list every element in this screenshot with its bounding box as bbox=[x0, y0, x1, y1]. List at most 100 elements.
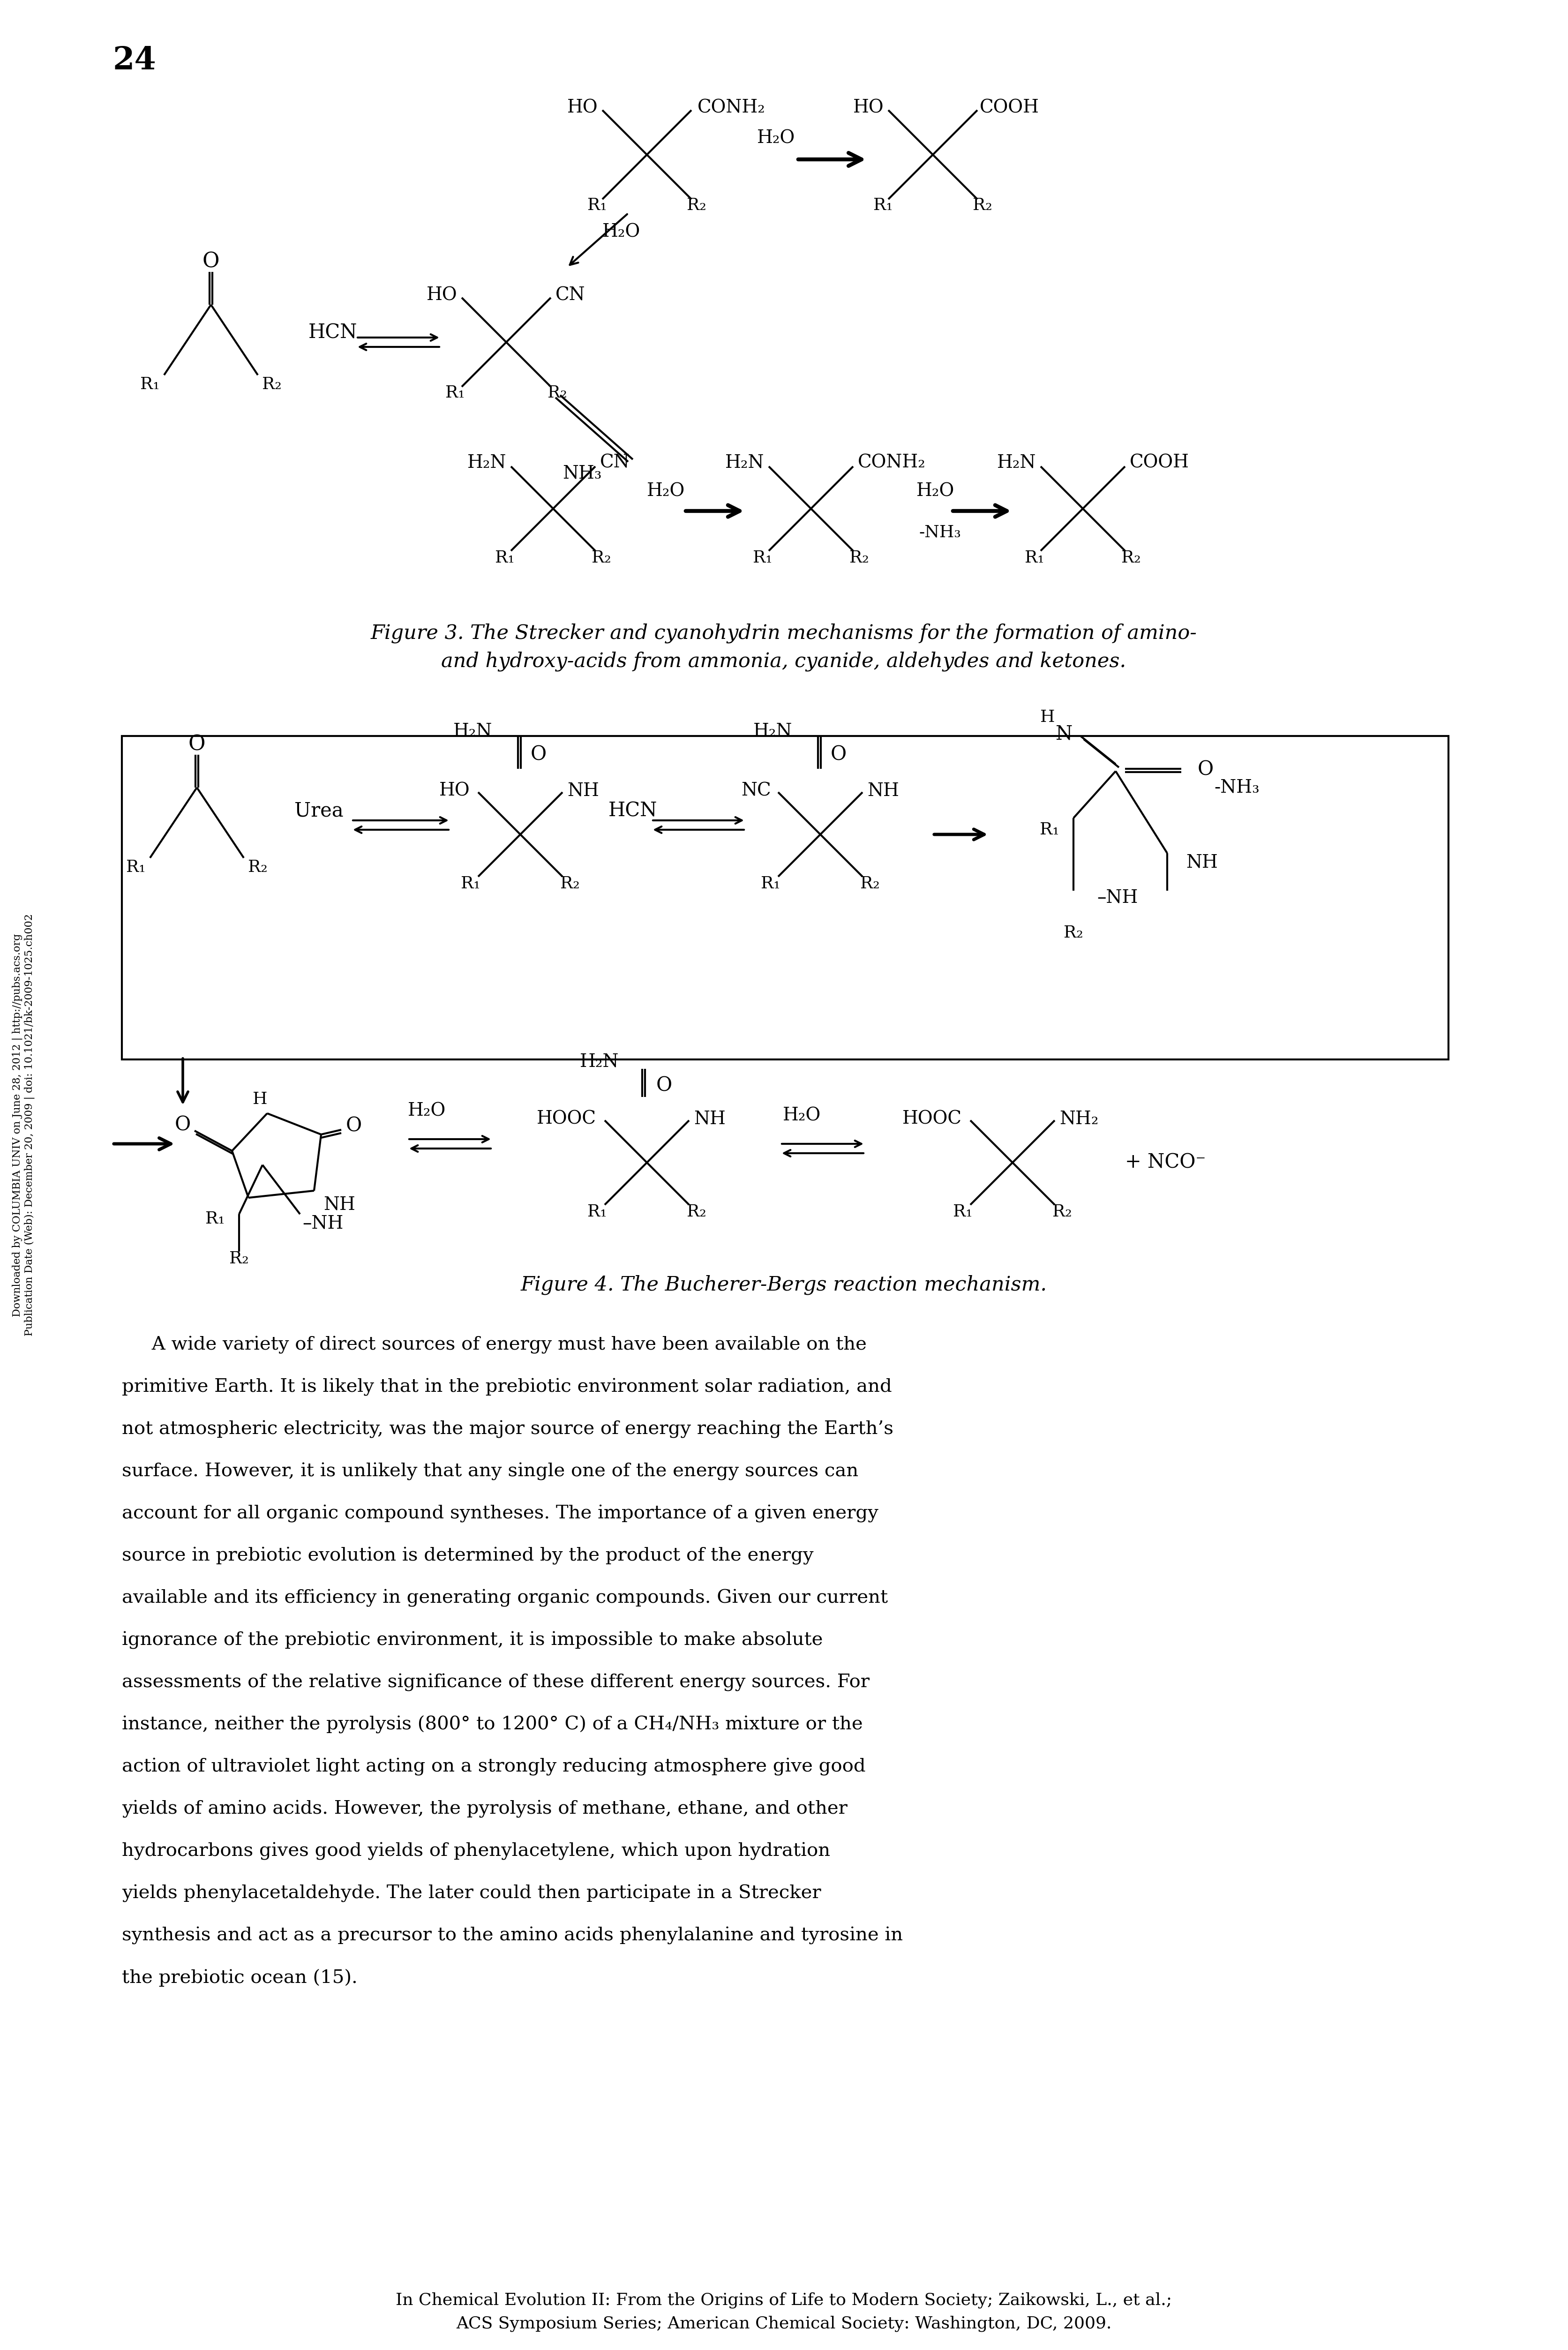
Text: synthesis and act as a precursor to the amino acids phenylalanine and tyrosine i: synthesis and act as a precursor to the … bbox=[122, 1927, 903, 1943]
Text: surface. However, it is unlikely that any single one of the energy sources can: surface. However, it is unlikely that an… bbox=[122, 1462, 858, 1480]
Text: O: O bbox=[174, 1116, 191, 1135]
Text: R₂: R₂ bbox=[687, 197, 706, 214]
Text: instance, neither the pyrolysis (800° to 1200° C) of a CH₄/NH₃ mixture or the: instance, neither the pyrolysis (800° to… bbox=[122, 1715, 862, 1734]
Text: O: O bbox=[657, 1076, 673, 1095]
Text: 24: 24 bbox=[113, 45, 155, 75]
Text: NH: NH bbox=[323, 1196, 356, 1213]
Text: R₁: R₁ bbox=[205, 1210, 224, 1227]
Text: R₂: R₂ bbox=[547, 385, 568, 402]
Text: H: H bbox=[1040, 710, 1055, 726]
Text: Figure 3. The Strecker and cyanohydrin mechanisms for the formation of amino-: Figure 3. The Strecker and cyanohydrin m… bbox=[370, 623, 1196, 644]
Text: R₂: R₂ bbox=[1063, 926, 1083, 940]
Text: NH: NH bbox=[568, 783, 599, 799]
Text: R₁: R₁ bbox=[953, 1203, 972, 1220]
Text: R₁: R₁ bbox=[461, 877, 480, 891]
Text: ACS Symposium Series; American Chemical Society: Washington, DC, 2009.: ACS Symposium Series; American Chemical … bbox=[456, 2315, 1112, 2331]
Text: R₁: R₁ bbox=[588, 197, 607, 214]
Text: HO: HO bbox=[426, 287, 456, 303]
Text: O: O bbox=[202, 251, 220, 273]
Text: CN: CN bbox=[601, 454, 630, 472]
Text: source in prebiotic evolution is determined by the product of the energy: source in prebiotic evolution is determi… bbox=[122, 1546, 814, 1565]
Text: the prebiotic ocean (15).: the prebiotic ocean (15). bbox=[122, 1969, 358, 1986]
Text: H₂O: H₂O bbox=[602, 223, 640, 240]
Text: O: O bbox=[188, 733, 205, 754]
Text: R₁: R₁ bbox=[125, 860, 146, 874]
Text: HOOC: HOOC bbox=[902, 1109, 961, 1128]
Text: H₂O: H₂O bbox=[782, 1107, 822, 1123]
Text: HOOC: HOOC bbox=[536, 1109, 596, 1128]
Text: R₂: R₂ bbox=[687, 1203, 706, 1220]
Text: R₁: R₁ bbox=[753, 550, 773, 566]
Text: CONH₂: CONH₂ bbox=[858, 454, 925, 472]
Text: R₂: R₂ bbox=[248, 860, 268, 874]
Text: yields of amino acids. However, the pyrolysis of methane, ethane, and other: yields of amino acids. However, the pyro… bbox=[122, 1800, 847, 1819]
Text: O: O bbox=[530, 745, 547, 764]
Text: H₂N: H₂N bbox=[453, 724, 492, 740]
Text: action of ultraviolet light acting on a strongly reducing atmosphere give good: action of ultraviolet light acting on a … bbox=[122, 1758, 866, 1777]
Text: + NCO⁻: + NCO⁻ bbox=[1124, 1154, 1206, 1173]
Text: R₁: R₁ bbox=[1025, 550, 1044, 566]
Text: and hydroxy-acids from ammonia, cyanide, aldehydes and ketones.: and hydroxy-acids from ammonia, cyanide,… bbox=[441, 651, 1126, 672]
Text: available and its efficiency in generating organic compounds. Given our current: available and its efficiency in generati… bbox=[122, 1589, 887, 1607]
Text: H₂N: H₂N bbox=[997, 454, 1036, 472]
Text: CN: CN bbox=[555, 287, 585, 303]
Text: –NH: –NH bbox=[303, 1215, 343, 1231]
Text: H₂N: H₂N bbox=[467, 454, 506, 472]
Text: -NH₃: -NH₃ bbox=[919, 524, 961, 541]
Text: HO: HO bbox=[568, 99, 597, 118]
Text: R₁: R₁ bbox=[873, 197, 894, 214]
Text: N: N bbox=[1055, 724, 1073, 743]
Text: R₂: R₂ bbox=[1052, 1203, 1073, 1220]
Text: Figure 4. The Bucherer-Bergs reaction mechanism.: Figure 4. The Bucherer-Bergs reaction me… bbox=[521, 1276, 1047, 1295]
Text: R₂: R₂ bbox=[560, 877, 580, 891]
Text: Urea: Urea bbox=[295, 801, 343, 820]
Text: R₁: R₁ bbox=[140, 376, 160, 392]
Text: NC: NC bbox=[742, 783, 771, 799]
Text: O: O bbox=[347, 1116, 362, 1135]
Text: HO: HO bbox=[853, 99, 884, 118]
Text: NH: NH bbox=[1185, 853, 1218, 872]
Text: COOH: COOH bbox=[1129, 454, 1189, 472]
Text: R₂: R₂ bbox=[850, 550, 869, 566]
Text: HCN: HCN bbox=[608, 801, 657, 820]
Text: R₂: R₂ bbox=[861, 877, 880, 891]
Text: account for all organic compound syntheses. The importance of a given energy: account for all organic compound synthes… bbox=[122, 1504, 878, 1523]
Text: CONH₂: CONH₂ bbox=[698, 99, 765, 118]
Text: R₁: R₁ bbox=[495, 550, 514, 566]
Text: COOH: COOH bbox=[980, 99, 1040, 118]
Bar bbox=[122, 736, 1449, 1060]
Text: R₁: R₁ bbox=[588, 1203, 607, 1220]
Text: NH: NH bbox=[693, 1109, 726, 1128]
Text: A wide variety of direct sources of energy must have been available on the: A wide variety of direct sources of ener… bbox=[122, 1337, 867, 1354]
Text: H₂O: H₂O bbox=[916, 482, 955, 501]
Text: O: O bbox=[831, 745, 847, 764]
Text: primitive Earth. It is likely that in the prebiotic environment solar radiation,: primitive Earth. It is likely that in th… bbox=[122, 1377, 892, 1396]
Text: ignorance of the prebiotic environment, it is impossible to make absolute: ignorance of the prebiotic environment, … bbox=[122, 1631, 823, 1650]
Text: H₂N: H₂N bbox=[580, 1053, 619, 1072]
Text: H₂O: H₂O bbox=[408, 1102, 445, 1119]
Text: yields phenylacetaldehyde. The later could then participate in a Strecker: yields phenylacetaldehyde. The later cou… bbox=[122, 1885, 822, 1901]
Text: NH: NH bbox=[867, 783, 898, 799]
Text: –NH: –NH bbox=[1098, 888, 1138, 907]
Text: R₂: R₂ bbox=[1121, 550, 1142, 566]
Text: -NH₃: -NH₃ bbox=[1214, 778, 1259, 797]
Text: R₁: R₁ bbox=[760, 877, 781, 891]
Text: R₁: R₁ bbox=[445, 385, 466, 402]
Text: HCN: HCN bbox=[309, 322, 358, 343]
Text: O: O bbox=[1198, 759, 1214, 780]
Text: NH₂: NH₂ bbox=[1060, 1109, 1099, 1128]
Text: NH₃: NH₃ bbox=[563, 465, 602, 482]
Text: R₂: R₂ bbox=[972, 197, 993, 214]
Text: H₂N: H₂N bbox=[724, 454, 764, 472]
Text: R₂: R₂ bbox=[591, 550, 612, 566]
Text: assessments of the relative significance of these different energy sources. For: assessments of the relative significance… bbox=[122, 1673, 870, 1692]
Text: not atmospheric electricity, was the major source of energy reaching the Earth’s: not atmospheric electricity, was the maj… bbox=[122, 1419, 894, 1438]
Text: hydrocarbons gives good yields of phenylacetylene, which upon hydration: hydrocarbons gives good yields of phenyl… bbox=[122, 1842, 829, 1861]
Text: H₂N: H₂N bbox=[753, 724, 792, 740]
Text: HO: HO bbox=[439, 783, 470, 799]
Text: H₂O: H₂O bbox=[757, 129, 795, 148]
Text: Downloaded by COLUMBIA UNIV on June 28, 2012 | http://pubs.acs.org
Publication D: Downloaded by COLUMBIA UNIV on June 28, … bbox=[13, 914, 34, 1337]
Text: R₂: R₂ bbox=[262, 376, 282, 392]
Text: H₂O: H₂O bbox=[646, 482, 685, 501]
Text: R₁: R₁ bbox=[1040, 822, 1060, 837]
